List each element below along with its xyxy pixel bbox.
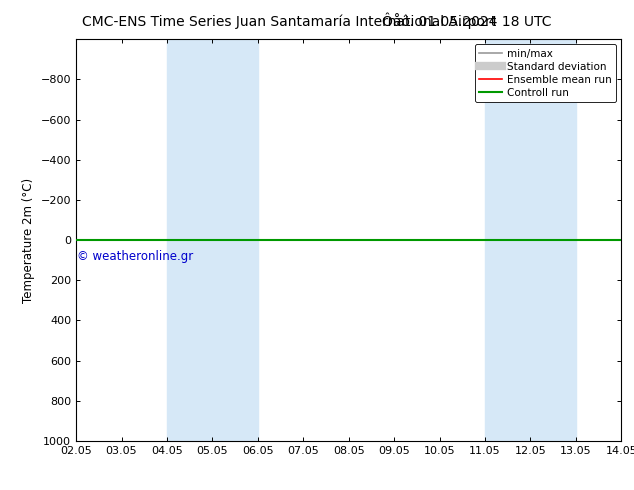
Bar bbox=[167, 39, 258, 441]
Text: © weatheronline.gr: © weatheronline.gr bbox=[77, 250, 193, 263]
Bar bbox=[485, 39, 576, 441]
Text: CMC-ENS Time Series Juan Santamaría International Airport: CMC-ENS Time Series Juan Santamaría Inte… bbox=[82, 15, 496, 29]
Text: Ôåô. 01.05.2024 18 UTC: Ôåô. 01.05.2024 18 UTC bbox=[382, 15, 552, 29]
Y-axis label: Temperature 2m (°C): Temperature 2m (°C) bbox=[22, 177, 35, 303]
Legend: min/max, Standard deviation, Ensemble mean run, Controll run: min/max, Standard deviation, Ensemble me… bbox=[475, 45, 616, 102]
